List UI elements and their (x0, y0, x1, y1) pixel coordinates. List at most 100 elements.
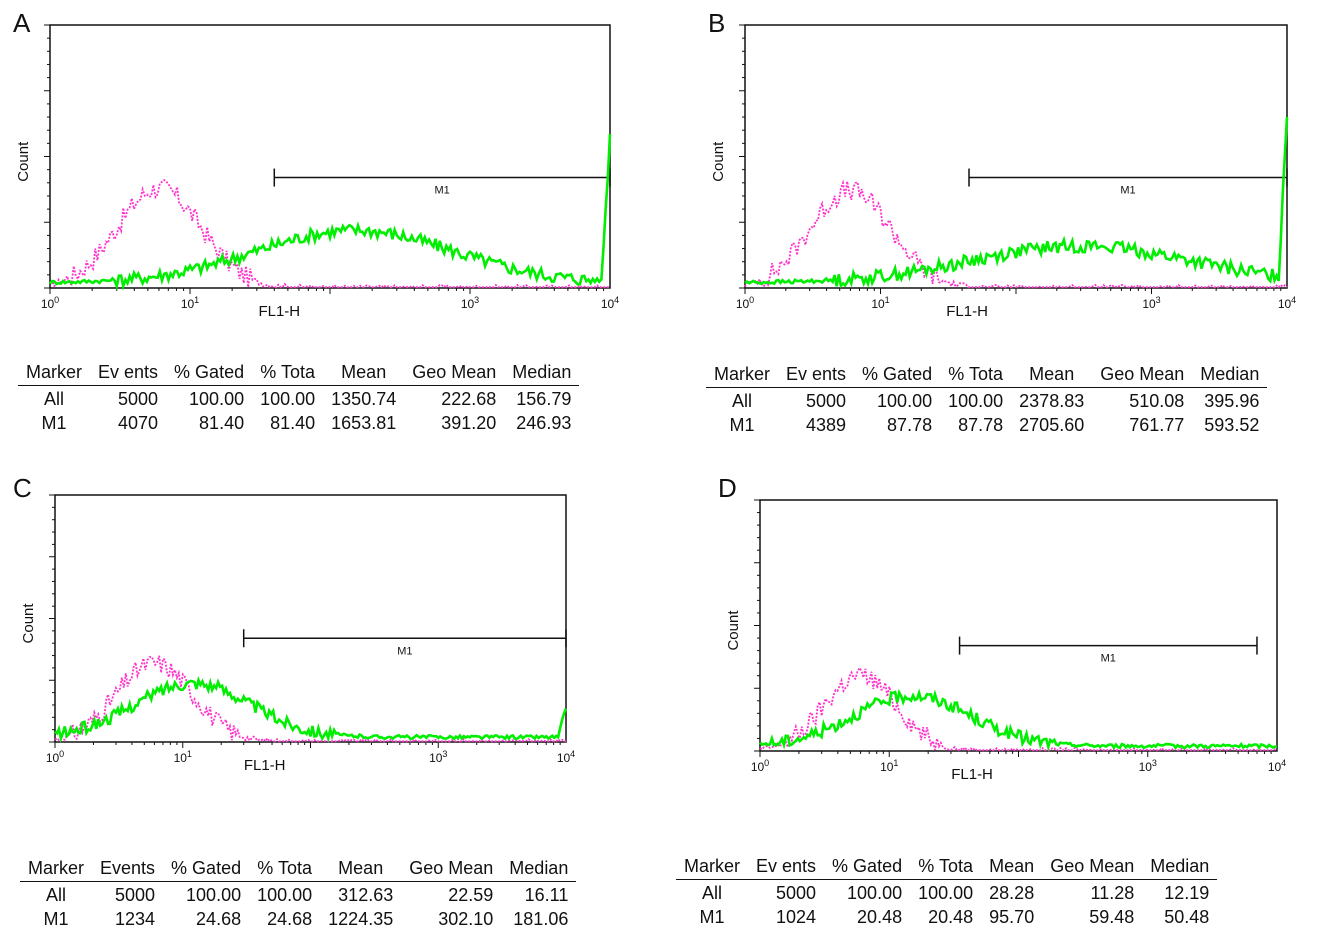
table-cell: 100.00 (186, 885, 242, 905)
table-row: All 5000 100.00 100.00 312.63 22.59 16.11 (20, 882, 576, 907)
table-cell: 312.63 (338, 885, 394, 905)
column-header: % Gated (163, 858, 250, 882)
table-cell: 761.77 (1129, 415, 1185, 435)
y-axis-label: Count (20, 603, 37, 644)
panel-label-b: B (708, 8, 726, 38)
column-header: Geo Mean (1042, 856, 1143, 880)
control-histogram-line (54, 655, 566, 743)
x-tick-label: 100 (751, 758, 769, 774)
table-cell: 59.48 (1089, 907, 1135, 927)
table-cell: 100.00 (260, 389, 316, 409)
table-cell: 2378.83 (1019, 391, 1085, 411)
table-cell: 395.96 (1204, 391, 1260, 411)
table-cell: 5000 (806, 391, 847, 411)
table-row: M1 1024 20.48 20.48 95.70 59.48 50.48 (676, 904, 1217, 928)
gate-marker-label: M1 (1101, 653, 1116, 665)
table-cell: 81.40 (199, 413, 245, 433)
table-cell: 1224.35 (328, 909, 394, 929)
table-cell: 20.48 (928, 907, 974, 927)
column-header: % Tota (249, 858, 321, 882)
histogram-c: Count 100 101 103 104 FL1-H M1 (20, 494, 575, 774)
table-cell: 24.68 (196, 909, 242, 929)
histogram-d: Count 100 101 103 104 FL1-H M1 (725, 499, 1286, 783)
column-header: % Tota (910, 856, 982, 880)
table-cell: 593.52 (1204, 415, 1260, 435)
table-cell: 81.40 (270, 413, 316, 433)
table-cell: 100.00 (948, 391, 1004, 411)
table-cell: 1653.81 (331, 413, 397, 433)
gate-marker-label: M1 (397, 645, 412, 657)
table-cell: M1 (729, 415, 755, 435)
table-cell: M1 (699, 907, 725, 927)
x-tick-label: 104 (1268, 758, 1286, 774)
table-cell: 100.00 (257, 885, 313, 905)
stats-table-a: Marker Ev ents% Gated% Tota Mean Geo Mean Me… (18, 362, 580, 434)
column-header: % Gated (166, 362, 253, 386)
column-header: Median (501, 858, 577, 882)
table-cell: 12.19 (1164, 883, 1210, 903)
table-cell: 16.11 (524, 885, 569, 905)
column-header: Events (92, 858, 164, 882)
table-cell: All (702, 883, 723, 903)
table-header-row: Marker Ev ents% Gated% Tota Mean Geo Mean Me… (676, 856, 1218, 880)
table-row: All 5000 100.00 100.00 2378.83 510.08 395.96 (706, 388, 1267, 413)
gate-marker-label: M1 (1120, 185, 1135, 197)
table-cell: 24.68 (267, 909, 313, 929)
column-header: Geo Mean (1092, 364, 1193, 388)
table-cell: 1024 (776, 907, 817, 927)
table-cell: 100.00 (847, 883, 903, 903)
stats-table-d: Marker Ev ents% Gated% Tota Mean Geo Mean Me… (676, 856, 1218, 928)
column-header: % Tota (940, 364, 1012, 388)
x-tick-label: 101 (174, 749, 192, 765)
table-cell: All (732, 391, 753, 411)
table-header-row: Marker Ev ents% Gated% Tota Mean Geo Mean Me… (706, 364, 1268, 388)
table-cell: 100.00 (918, 883, 974, 903)
column-header: Geo Mean (401, 858, 502, 882)
plot-frame (759, 499, 1278, 752)
y-axis-label: Count (725, 610, 742, 651)
table-cell: 1350.74 (331, 389, 397, 409)
panel-label-a: A (13, 8, 31, 38)
column-header: Geo Mean (404, 362, 505, 386)
table-cell: 391.20 (441, 413, 497, 433)
x-tick-label: 100 (41, 295, 59, 311)
column-header: Mean (320, 858, 402, 882)
column-header: Marker (18, 362, 91, 386)
table-row: M1 1234 24.68 24.68 1224.35 302.10 181.06 (20, 906, 576, 930)
panel-label-d: D (718, 473, 737, 503)
control-histogram-line (49, 178, 610, 289)
x-tick-label: 104 (557, 749, 575, 765)
column-header: Marker (20, 858, 93, 882)
column-header: Median (504, 362, 580, 386)
x-tick-label: 103 (1139, 758, 1157, 774)
x-tick-label: 101 (880, 758, 898, 774)
x-tick-label: 104 (1278, 295, 1296, 311)
table-row: All 5000 100.00 100.00 1350.74 222.68 156.79 (18, 386, 579, 411)
column-header: Median (1192, 364, 1268, 388)
table-cell: 50.48 (1164, 907, 1210, 927)
stats-table-b: Marker Ev ents% Gated% Tota Mean Geo Mean Me… (706, 364, 1268, 436)
table-cell: 156.79 (516, 389, 572, 409)
table-cell: 222.68 (441, 389, 497, 409)
column-header: Mean (1011, 364, 1093, 388)
column-header: Ev ents (748, 856, 825, 880)
table-cell: 302.10 (438, 909, 494, 929)
column-header: % Gated (854, 364, 941, 388)
y-axis-label: Count (710, 141, 727, 182)
column-header: Ev ents (778, 364, 855, 388)
control-histogram-line (744, 179, 1288, 289)
table-cell: 11.28 (1090, 883, 1135, 903)
table-cell: 4389 (806, 415, 847, 435)
table-cell: 87.78 (958, 415, 1004, 435)
column-header: Marker (706, 364, 779, 388)
histogram-a: Count 100 101 103 104 FL1-H M1 (15, 24, 619, 320)
x-tick-label: 101 (181, 295, 199, 311)
sample-histogram-line (54, 675, 568, 744)
column-header: Ev ents (90, 362, 167, 386)
table-cell: 510.08 (1129, 391, 1185, 411)
plot-frame (54, 494, 567, 743)
table-cell: M1 (41, 413, 67, 433)
table-cell: 28.28 (989, 883, 1035, 903)
table-cell: 95.70 (989, 907, 1035, 927)
table-cell: 181.06 (513, 909, 569, 929)
